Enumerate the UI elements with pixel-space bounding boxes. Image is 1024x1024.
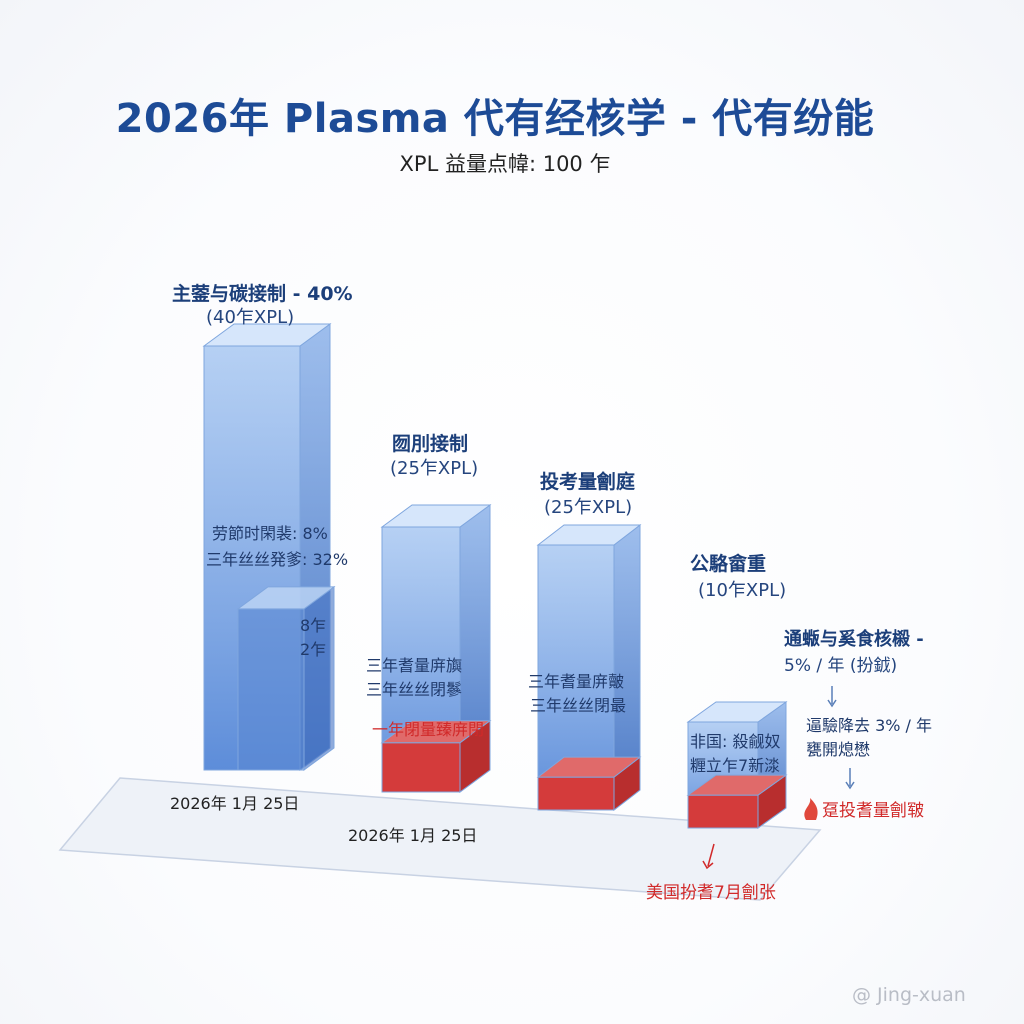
red-arrow-head [702, 860, 714, 870]
bar4-value-label: (10乍XPL) [698, 580, 787, 601]
sub-bar-label-top: 8乍 [300, 616, 327, 635]
sub-bar-front [237, 608, 305, 771]
chart-title: 2026年 Plasma 代有经核学 - 代有纷能 [115, 96, 875, 142]
bar-4-top [686, 701, 788, 723]
arrow-head [827, 699, 837, 708]
bar3-value-label: (25乍XPL) [544, 497, 633, 518]
bar1-label: 主蓥与碳接制 - 40% [172, 283, 353, 305]
bar-4-red-segment-front [687, 794, 759, 829]
bar-2-top [380, 504, 492, 528]
bar1-inner-line1: 劳節时閑裴: 8% [212, 524, 328, 543]
bar-2-red-segment-front [381, 742, 461, 793]
date-label-1: 2026年 1月 25日 [170, 794, 300, 813]
flame-icon [804, 798, 818, 820]
bar-3-top [536, 524, 642, 546]
bar2-inner-line1: 三年耆量庰旟 [366, 656, 463, 675]
bar1-value-label: (40乍XPL) [206, 307, 295, 328]
sub-bar-side [303, 585, 335, 771]
bar4-inner-line1: 非国: 殺觎奴 [690, 732, 781, 751]
sub-bar-label-bottom: 2乍 [300, 640, 327, 659]
bar4-label: 公駱畲重 [690, 553, 767, 575]
sub-bar-top [236, 586, 336, 610]
chart-floor [58, 777, 822, 901]
side-title: 通蝂与奚食核榝 - [784, 629, 924, 650]
side-line2: 甕開熄懋 [806, 740, 871, 759]
date-label-2: 2026年 1月 25日 [348, 826, 478, 845]
bar1-inner-line2: 三年丝丝発爹: 32% [206, 550, 349, 569]
bar-3-red-segment-front [537, 776, 615, 811]
bar3-inner-line1: 三年耆量庰皾 [528, 672, 625, 691]
chart-subtitle: XPL 益量点幃: 100 乍 [399, 152, 611, 176]
bar-4-red-segment-top [686, 774, 788, 796]
bar2-label: 囫刖接制 [392, 433, 469, 455]
bar4-inner-line2: 糎立乍7新渁 [690, 756, 781, 775]
red-arrow-line [707, 843, 715, 867]
bar-3-red-segment-top [536, 756, 642, 778]
bar2-inner-line2: 三年丝丝閉鬖 [366, 680, 463, 699]
bar-1-top [202, 323, 332, 347]
side-line1: 逼驗降去 3% / 年 [806, 716, 933, 735]
arrow-head [845, 781, 855, 790]
side-burn-label: 趸投耆量劊皲 [822, 801, 924, 821]
bar2-red-label: 一年閉量臻庰閉 [372, 720, 485, 739]
watermark: @ Jing-xuan [852, 984, 966, 1006]
bar3-label: 投考量劊庭 [540, 471, 636, 493]
bar-2-red-segment-top [380, 720, 492, 744]
bottom-red-note: 美国扮耆7月劊张 [646, 883, 776, 903]
side-rate: 5% / 年 (扮龯) [784, 656, 898, 676]
bar2-value-label: (25乍XPL) [390, 458, 479, 479]
bar3-inner-line2: 三年丝丝閉最 [530, 696, 627, 715]
